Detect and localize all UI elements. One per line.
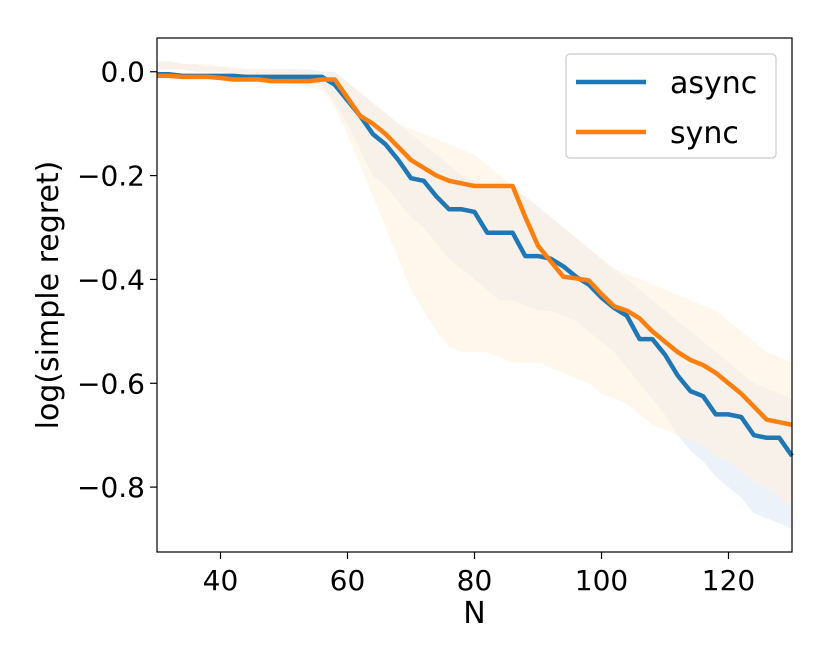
band-1 — [157, 61, 792, 508]
x-tick-label: 120 — [702, 564, 755, 597]
x-tick-label: 40 — [203, 564, 239, 597]
band-0 — [157, 61, 792, 529]
legend-label-1: sync — [670, 116, 739, 151]
y-axis-label: log(simple regret) — [31, 161, 66, 430]
y-tick-label: 0.0 — [100, 56, 145, 89]
y-tick-label: −0.2 — [77, 160, 145, 193]
y-axis-ticks: 0.0 −0.2 −0.4 −0.6 −0.8 — [77, 56, 157, 504]
x-tick-label: 60 — [330, 564, 366, 597]
plot-frame — [156, 37, 793, 553]
x-axis-label: N — [463, 596, 485, 631]
confidence-bands — [157, 61, 792, 529]
legend-label-0: async — [670, 66, 757, 101]
x-tick-label: 100 — [575, 564, 628, 597]
x-axis-ticks: 40 60 80 100 120 — [203, 552, 755, 597]
x-tick-label: 80 — [457, 564, 493, 597]
legend: async sync — [565, 53, 777, 159]
series-line-0 — [157, 72, 794, 458]
y-tick-label: −0.6 — [77, 367, 145, 400]
y-tick-label: −0.4 — [77, 263, 145, 296]
series-line-1 — [157, 73, 793, 428]
y-tick-label: −0.8 — [77, 471, 145, 504]
series-lines — [157, 72, 794, 458]
